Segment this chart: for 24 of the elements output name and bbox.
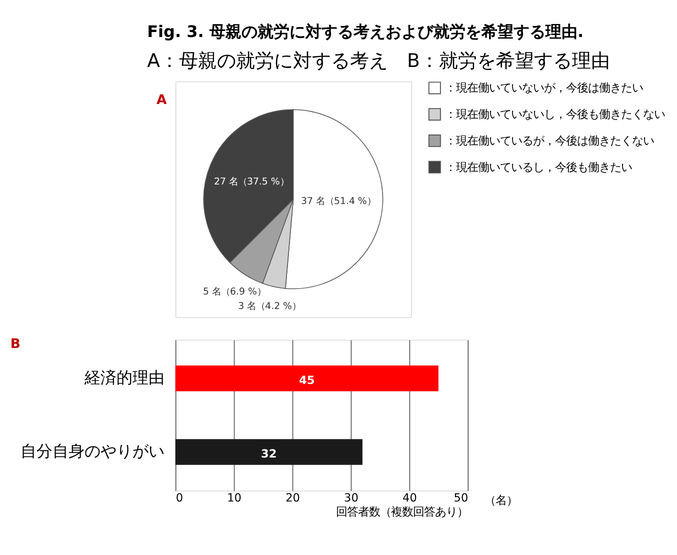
legend-label: ：現在働いているし，今後も働きたい (445, 160, 632, 174)
data-label: 45 (299, 374, 315, 388)
text: B (10, 337, 20, 352)
x-axis-title: 回答者数（複数回答あり） (336, 506, 468, 519)
x-tick-label: 30 (344, 491, 358, 504)
data-label: 32 (261, 448, 277, 461)
data-label: 37 名（51.4 %） (301, 196, 376, 208)
chart-title: Fig. 3. 母親の就労に対する考えおよび就労を希望する理由. (147, 22, 584, 42)
x-tick-label: 10 (227, 491, 242, 504)
x-tick-label: 40 (402, 491, 417, 504)
y-tick-label: 自分自身のやりがい (20, 442, 165, 461)
legend-label: ：現在働いていないし，今後も働きたくない (445, 108, 666, 122)
legend-label: ：現在働いていないが，今後は働きたい (445, 82, 644, 95)
x-tick-label: 0 (176, 491, 184, 504)
data-label: 3 名（4.2 %） (238, 300, 302, 312)
y-tick-label: 経済的理由 (84, 368, 165, 388)
x-tick-label: 50 (454, 491, 468, 504)
text: （名） (484, 494, 518, 507)
chart-subtitle: A：母親の就労に対する考え B：就労を希望する理由 (147, 50, 610, 72)
legend-label: ：現在働いているが，今後は働きたくない (445, 134, 654, 148)
data-label: 5 名（6.9 %） (203, 286, 266, 298)
data-label: 27 名（37.5 %） (214, 176, 289, 188)
x-tick-label: 20 (286, 491, 300, 504)
text: A (156, 92, 168, 108)
